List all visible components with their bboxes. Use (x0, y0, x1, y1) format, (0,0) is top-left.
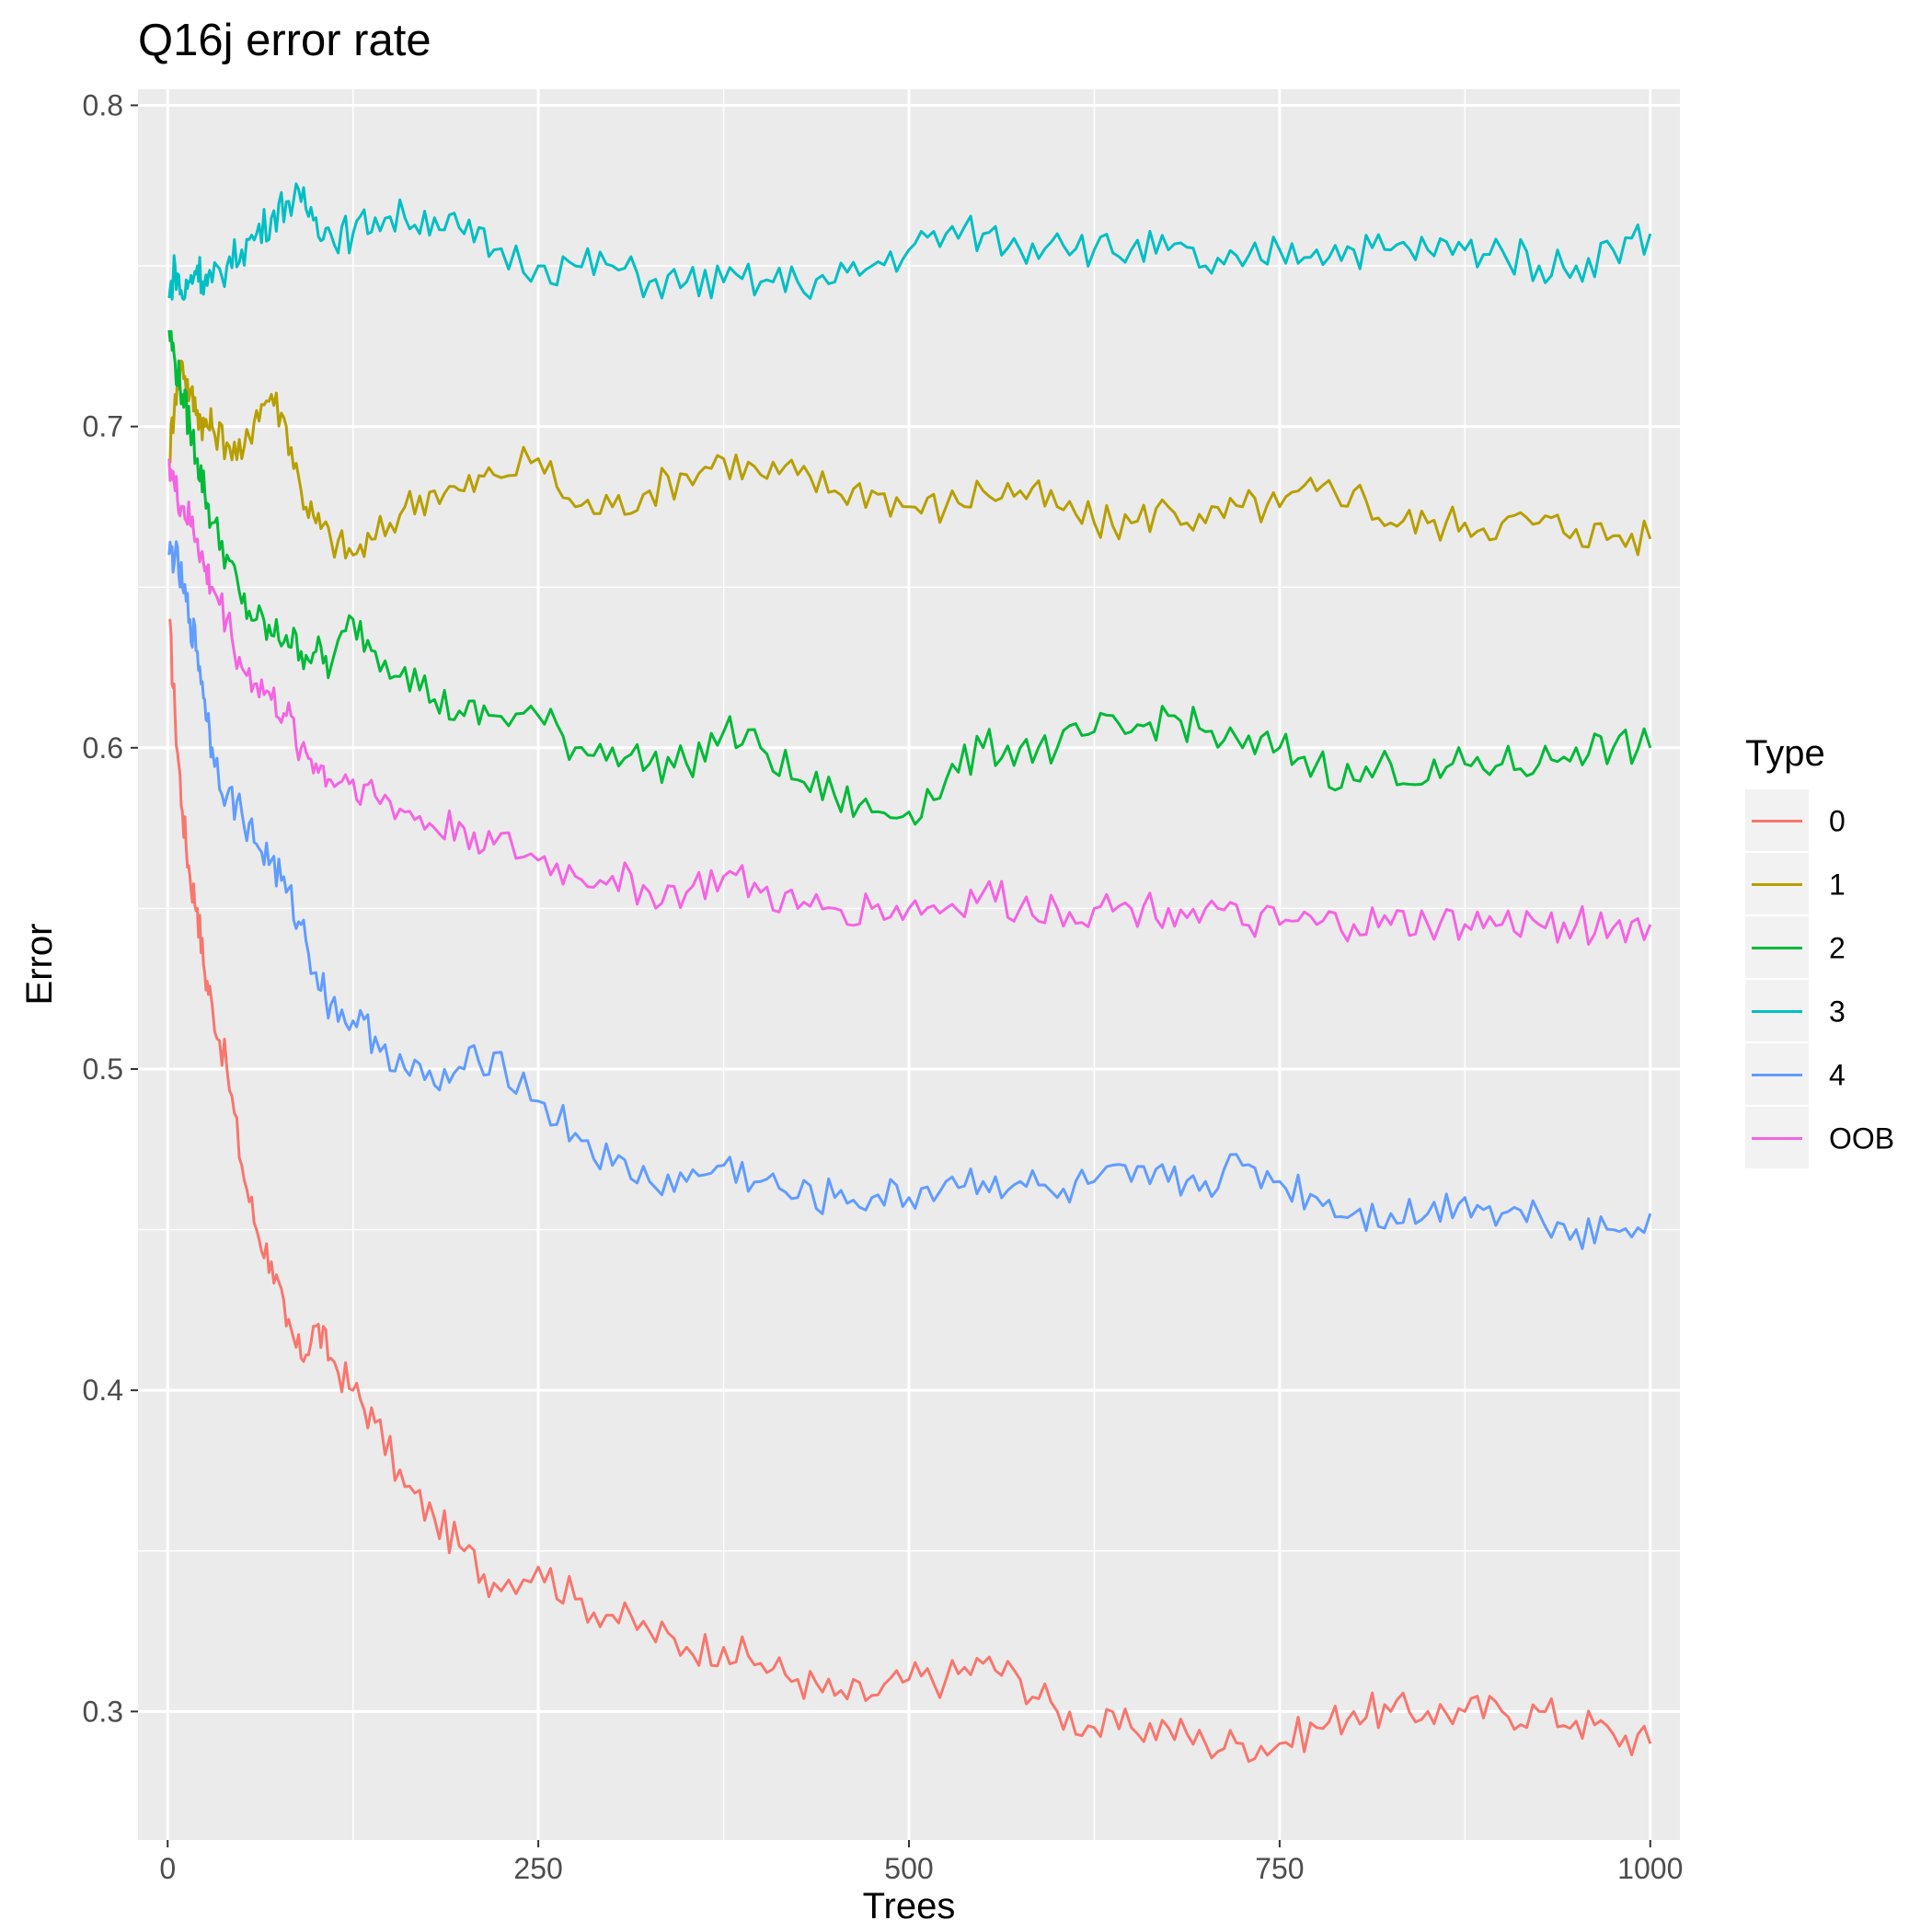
x-tick-label: 250 (513, 1852, 562, 1885)
series-line-2 (167, 329, 1652, 826)
y-tick-label: 0.5 (83, 1052, 123, 1086)
legend-label: OOB (1829, 1122, 1894, 1156)
y-tick-label: 0.7 (83, 410, 123, 443)
y-axis-title: Error (19, 924, 60, 1006)
legend-label: 3 (1829, 995, 1846, 1029)
legend-label: 0 (1829, 805, 1846, 838)
legend-label: 2 (1829, 932, 1846, 965)
legend: Type 0 1 2 3 4 OOB (1745, 733, 1894, 1168)
y-tick-label: 0.6 (83, 731, 123, 765)
series-line-3 (167, 182, 1652, 301)
y-axis: 0.3 0.4 0.5 0.6 0.7 0.8 (83, 88, 138, 1728)
legend-title: Type (1745, 733, 1825, 774)
legend-label: 1 (1829, 868, 1846, 902)
y-tick-label: 0.4 (83, 1374, 123, 1407)
series-line-1 (167, 359, 1652, 560)
major-gridlines (138, 89, 1680, 1840)
series-lines (167, 182, 1652, 1764)
y-tick-label: 0.3 (83, 1695, 123, 1728)
x-tick-label: 0 (159, 1852, 176, 1885)
series-line-4 (167, 540, 1652, 1250)
series-line-OOB (167, 458, 1652, 946)
series-line-0 (167, 618, 1652, 1764)
y-tick-label: 0.8 (83, 88, 123, 121)
x-tick-label: 1000 (1617, 1852, 1683, 1885)
x-tick-label: 500 (884, 1852, 933, 1885)
legend-items: 0 1 2 3 4 OOB (1745, 789, 1894, 1168)
x-axis: 0 250 500 750 1000 (159, 1840, 1683, 1885)
legend-label: 4 (1829, 1059, 1846, 1092)
chart-title: Q16j error rate (138, 16, 431, 65)
x-axis-title: Trees (863, 1886, 956, 1926)
x-tick-label: 750 (1255, 1852, 1304, 1885)
